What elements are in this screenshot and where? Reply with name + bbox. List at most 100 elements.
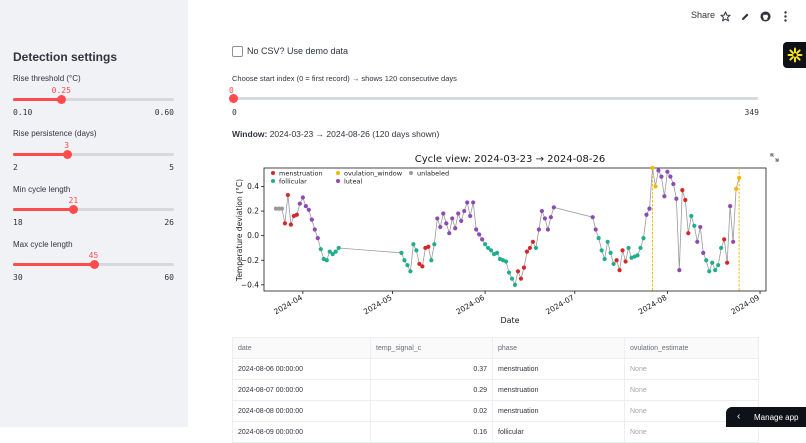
data-point-follicular bbox=[330, 252, 335, 257]
y-axis-label: Temperature deviation (°C) bbox=[235, 179, 244, 282]
cell-ovulation: None bbox=[624, 358, 759, 380]
data-point-luteal bbox=[731, 239, 736, 244]
table-row[interactable]: 2024-08-08 00:00:00 0.02 menstruation No… bbox=[232, 400, 759, 422]
data-point-ovulation_window bbox=[650, 165, 655, 171]
data-point-menstruation bbox=[515, 269, 521, 274]
table-row[interactable]: 2024-08-07 00:00:00 0.29 menstruation No… bbox=[232, 379, 759, 401]
data-point-luteal bbox=[539, 208, 544, 214]
legend-label: unlabeled bbox=[417, 170, 449, 178]
app-logo-tab[interactable] bbox=[783, 42, 806, 68]
slider-label: Rise threshold (°C) bbox=[13, 74, 81, 83]
data-point-follicular bbox=[641, 236, 646, 241]
slider-thumb[interactable] bbox=[57, 95, 67, 104]
slider-min: 30 bbox=[13, 273, 23, 282]
data-point-luteal bbox=[315, 236, 320, 241]
slider-value: 3 bbox=[64, 141, 70, 150]
x-tick-label: 2024-07 bbox=[544, 293, 576, 317]
cell-date: 2024-08-06 00:00:00 bbox=[232, 358, 371, 380]
data-point-follicular bbox=[503, 259, 509, 264]
data-point-luteal bbox=[303, 204, 308, 209]
slider-fill bbox=[13, 208, 74, 211]
data-point-follicular bbox=[402, 258, 407, 263]
start-index-slider-thumb[interactable] bbox=[229, 94, 238, 103]
data-point-follicular bbox=[324, 258, 329, 263]
star-icon[interactable] bbox=[720, 11, 731, 22]
data-point-follicular bbox=[399, 250, 404, 255]
cell-date: 2024-08-08 00:00:00 bbox=[232, 400, 371, 422]
slider-track[interactable] bbox=[13, 260, 174, 269]
cell-date: 2024-08-09 00:00:00 bbox=[232, 421, 371, 443]
data-point-luteal bbox=[297, 201, 302, 206]
chart-title: Cycle view: 2024-03-23 → 2024-08-26 bbox=[415, 154, 606, 165]
slider-track[interactable] bbox=[13, 150, 174, 159]
data-point-follicular bbox=[483, 242, 488, 247]
edit-pencil-icon[interactable] bbox=[741, 12, 750, 21]
data-point-follicular bbox=[506, 270, 512, 275]
data-point-luteal bbox=[456, 211, 461, 216]
slider-thumb[interactable] bbox=[89, 260, 99, 269]
slider-thumb[interactable] bbox=[69, 205, 79, 214]
start-index-slider-label: Choose start index (0 = first record) → … bbox=[232, 74, 457, 83]
column-header-phase[interactable]: phase bbox=[492, 337, 625, 359]
slider-track[interactable] bbox=[13, 205, 174, 214]
slider-track[interactable] bbox=[13, 95, 174, 104]
data-table[interactable]: date temp_signal_c phase ovulation_estim… bbox=[232, 337, 759, 443]
data-point-follicular bbox=[333, 249, 338, 254]
x-tick-label: 2024-09 bbox=[729, 293, 761, 317]
demo-data-checkbox-label[interactable]: No CSV? Use demo data bbox=[247, 46, 349, 56]
slider-min: 0.10 bbox=[13, 108, 33, 117]
data-point-menstruation bbox=[426, 244, 431, 249]
data-point-luteal bbox=[480, 237, 485, 242]
data-point-follicular bbox=[405, 263, 410, 268]
legend-marker bbox=[336, 171, 340, 175]
data-point-follicular bbox=[429, 258, 434, 263]
data-point-menstruation bbox=[623, 259, 628, 264]
slider-min: 2 bbox=[13, 163, 18, 172]
data-point-follicular bbox=[611, 261, 616, 267]
table-row[interactable]: 2024-08-06 00:00:00 0.37 menstruation No… bbox=[232, 358, 759, 380]
data-point-menstruation bbox=[614, 258, 619, 263]
start-index-slider-track[interactable] bbox=[229, 94, 758, 103]
cell-phase: menstruation bbox=[492, 379, 625, 401]
data-point-ovulation_window bbox=[653, 184, 658, 189]
data-point-luteal bbox=[656, 168, 661, 173]
data-point-luteal bbox=[438, 224, 443, 230]
data-point-luteal bbox=[306, 207, 311, 212]
data-point-luteal bbox=[447, 231, 452, 236]
more-vertical-icon[interactable] bbox=[783, 11, 788, 22]
legend-marker bbox=[271, 171, 275, 175]
manage-app-button[interactable]: ‹ Manage app bbox=[726, 407, 806, 427]
sidebar: Detection settings Rise threshold (°C) 0… bbox=[0, 0, 188, 427]
cell-temp: 0.02 bbox=[370, 400, 493, 422]
github-icon[interactable] bbox=[760, 11, 771, 22]
data-point-luteal bbox=[659, 174, 664, 179]
data-point-menstruation bbox=[294, 212, 299, 217]
data-point-follicular bbox=[411, 242, 416, 247]
slider-max: 60 bbox=[164, 273, 174, 282]
cycle-chart: Cycle view: 2024-03-23 → 2024-08-26 0.4 0… bbox=[235, 154, 767, 325]
data-point-luteal bbox=[435, 216, 440, 221]
fullscreen-icon[interactable] bbox=[770, 153, 779, 162]
data-point-luteal bbox=[474, 227, 479, 232]
data-point-follicular bbox=[336, 245, 341, 251]
data-point-follicular bbox=[635, 253, 640, 258]
slider-thumb[interactable] bbox=[62, 150, 72, 159]
data-point-luteal bbox=[465, 200, 470, 205]
data-point-menstruation bbox=[285, 192, 291, 198]
cell-temp: 0.29 bbox=[370, 379, 493, 401]
data-point-follicular bbox=[327, 249, 332, 254]
column-header-date[interactable]: date bbox=[232, 337, 371, 359]
y-tick-label: 0.4 bbox=[247, 182, 259, 191]
data-point-luteal bbox=[462, 208, 467, 214]
data-point-luteal bbox=[477, 232, 482, 237]
slider-label: Rise persistence (days) bbox=[13, 129, 97, 138]
table-header-row: date temp_signal_c phase ovulation_estim… bbox=[232, 337, 759, 359]
column-header-ovulation-estimate[interactable]: ovulation_estimate bbox=[624, 337, 759, 359]
demo-data-checkbox[interactable] bbox=[232, 46, 243, 57]
column-header-temp-signal[interactable]: temp_signal_c bbox=[370, 337, 493, 359]
share-button[interactable]: Share bbox=[691, 10, 716, 20]
y-tick-label: 0.0 bbox=[247, 231, 259, 240]
data-point-luteal bbox=[728, 204, 733, 209]
table-row[interactable]: 2024-08-09 00:00:00 0.16 follicular None bbox=[232, 421, 759, 443]
data-point-luteal bbox=[677, 267, 682, 273]
